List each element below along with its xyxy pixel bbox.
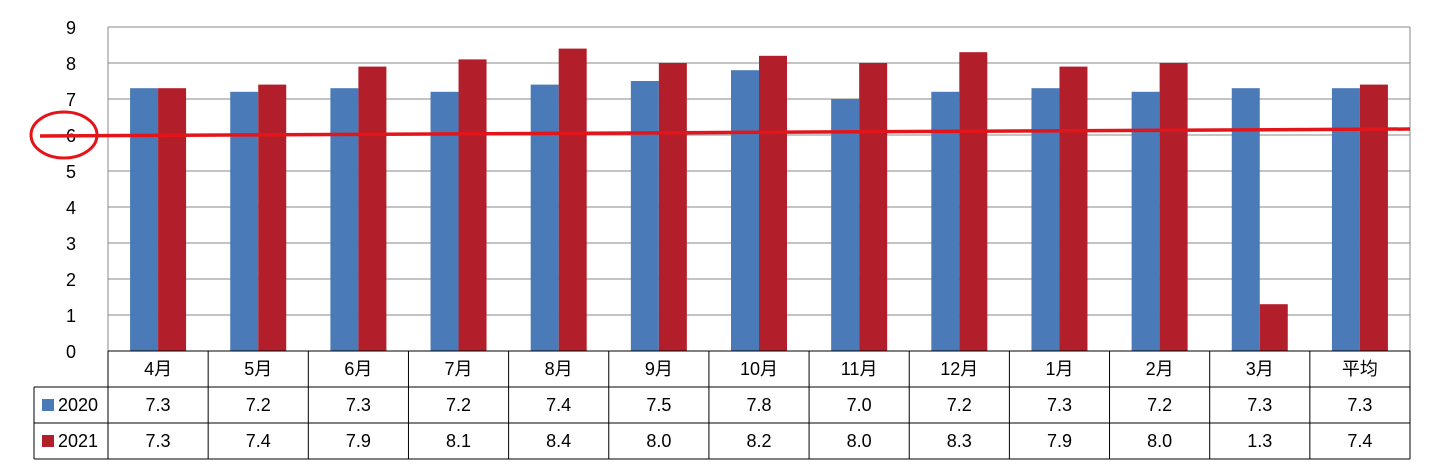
x-tick-label: 7月 <box>445 359 473 379</box>
y-tick-label-4: 4 <box>66 198 76 218</box>
highlight-circle <box>29 110 99 160</box>
x-tick-label: 6月 <box>344 359 372 379</box>
x-tick-label: 4月 <box>144 359 172 379</box>
bars <box>130 48 1388 352</box>
y-tick-label-8: 8 <box>66 54 76 74</box>
y-tick-label-5: 5 <box>66 162 76 182</box>
legend-label-2020: 2020 <box>58 395 98 415</box>
bar-2021-1月 <box>1059 66 1088 351</box>
bar-2021-10月 <box>759 55 787 352</box>
bar-2020-11月 <box>831 99 860 351</box>
bar-2021-6月 <box>358 66 387 351</box>
table-cell-value: 8.1 <box>446 431 471 451</box>
table-cell-value: 7.9 <box>346 431 371 451</box>
table-cell-value: 7.9 <box>1047 431 1072 451</box>
bar-2021-3月 <box>1259 304 1288 351</box>
legend-label-2021: 2021 <box>58 431 98 451</box>
table-cell-value: 7.3 <box>146 395 171 415</box>
bar-2020-5月 <box>230 91 259 352</box>
table-cell-value: 7.8 <box>746 395 771 415</box>
table-cell-value: 7.3 <box>1247 395 1272 415</box>
bar-2020-7月 <box>430 91 459 352</box>
bar-2020-6月 <box>330 88 359 351</box>
x-tick-label: 2月 <box>1146 359 1174 379</box>
bar-2020-3月 <box>1231 88 1260 351</box>
x-tick-label: 11月 <box>841 359 878 379</box>
table-cell-value: 7.2 <box>446 395 471 415</box>
bar-2021-2月 <box>1159 63 1188 351</box>
y-tick-label-2: 2 <box>66 270 76 290</box>
table-cell-value: 7.3 <box>346 395 371 415</box>
bar-2020-10月 <box>731 70 759 351</box>
y-tick-label-0: 0 <box>66 342 76 362</box>
x-tick-label: 12月 <box>940 359 978 379</box>
bar-2021-4月 <box>158 88 187 351</box>
bar-2020-12月 <box>931 91 960 352</box>
table-cell-value: 7.3 <box>1347 395 1372 415</box>
bar-2021-11月 <box>859 63 888 351</box>
legend-key-2020 <box>42 399 54 411</box>
bar-2021-8月 <box>558 48 587 351</box>
table-cell-value: 1.3 <box>1247 431 1272 451</box>
bar-2021-9月 <box>658 63 687 351</box>
x-tick-label: 8月 <box>545 359 573 379</box>
table-cell-value: 8.0 <box>847 431 872 451</box>
bar-2020-2月 <box>1131 91 1160 352</box>
x-tick-label: 平均 <box>1342 359 1378 379</box>
table-cell-value: 7.4 <box>246 431 271 451</box>
x-tick-label: 9月 <box>645 359 673 379</box>
y-tick-label-9: 9 <box>66 18 76 38</box>
table-cell-value: 8.0 <box>1147 431 1172 451</box>
bar-2021-12月 <box>959 52 988 351</box>
y-tick-label-7: 7 <box>66 90 76 110</box>
table-cell-value: 7.3 <box>1047 395 1072 415</box>
table-cell-value: 7.0 <box>847 395 872 415</box>
reference-line <box>39 127 1411 138</box>
table-cell-value: 7.4 <box>1347 431 1372 451</box>
annotations <box>29 110 1411 160</box>
bar-2020-平均 <box>1331 88 1360 351</box>
x-tick-label: 5月 <box>244 359 272 379</box>
table-cell-value: 8.2 <box>746 431 771 451</box>
table-cell-value: 7.4 <box>546 395 571 415</box>
table-cell-value: 8.0 <box>646 431 671 451</box>
data-table: 4月 5月 6月 7月 8月 9月 10月 11月 12月 1月 2月 3月 平均 2020 7.3 7.2 7… <box>33 350 1411 460</box>
bar-2020-9月 <box>630 81 659 351</box>
legend-key-2021 <box>42 435 54 447</box>
bar-2021-5月 <box>258 84 287 351</box>
bar-2021-平均 <box>1359 84 1388 351</box>
bar-2020-4月 <box>130 88 159 351</box>
table-cell-value: 8.4 <box>546 431 571 451</box>
bar-2021-7月 <box>458 59 487 352</box>
table-cell-value: 7.3 <box>146 431 171 451</box>
y-tick-label-1: 1 <box>66 306 76 326</box>
bar-2020-1月 <box>1031 88 1060 351</box>
table-cell-value: 7.2 <box>947 395 972 415</box>
x-tick-label: 1月 <box>1045 359 1073 379</box>
x-tick-label: 3月 <box>1246 359 1274 379</box>
y-tick-label-3: 3 <box>66 234 76 254</box>
x-tick-label: 10月 <box>740 359 778 379</box>
table-cell-value: 7.5 <box>646 395 671 415</box>
table-cell-value: 7.2 <box>246 395 271 415</box>
table-cell-value: 7.2 <box>1147 395 1172 415</box>
bar-2020-8月 <box>530 84 559 351</box>
table-cell-value: 8.3 <box>947 431 972 451</box>
